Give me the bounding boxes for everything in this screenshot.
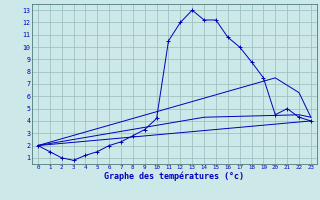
X-axis label: Graphe des températures (°c): Graphe des températures (°c) [104, 172, 244, 181]
